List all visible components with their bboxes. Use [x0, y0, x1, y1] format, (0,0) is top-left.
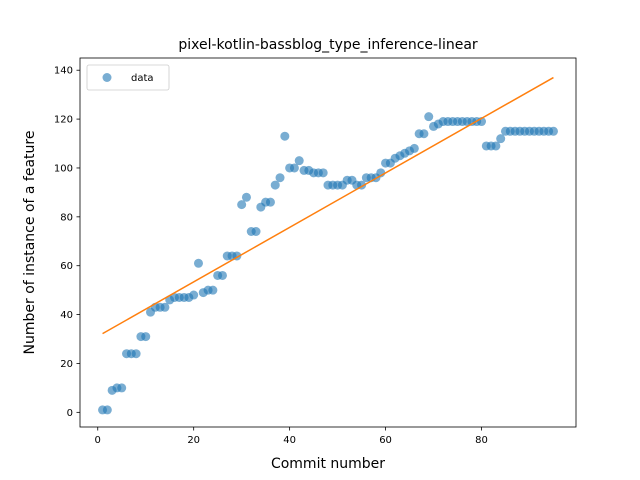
y-axis-label: Number of instance of a feature [22, 131, 38, 355]
data-point [419, 129, 429, 139]
data-point [241, 192, 251, 202]
trend-line [102, 76, 554, 335]
y-tick-label: 60 [60, 261, 73, 272]
plot-content [98, 76, 558, 415]
y-tick-label: 40 [60, 310, 73, 321]
axes-frame [79, 57, 577, 428]
x-ticks: 0 20 40 60 80 [95, 427, 488, 446]
data-point [548, 126, 558, 136]
data-point [131, 349, 141, 359]
data-point [318, 168, 328, 178]
legend: data [86, 64, 170, 91]
x-tick-label: 0 [95, 435, 101, 446]
data-point [193, 258, 203, 268]
axes [79, 57, 577, 428]
y-tick-label: 0 [67, 408, 73, 419]
y-tick-label: 100 [54, 163, 73, 174]
y-tick-label: 80 [60, 212, 73, 223]
x-axis-label: Commit number [271, 456, 385, 472]
legend-frame [86, 64, 170, 91]
data-point [289, 163, 299, 173]
data-point [208, 285, 218, 295]
data-point [265, 197, 275, 207]
legend-marker [102, 73, 112, 82]
data-point [160, 302, 170, 312]
x-tick-label: 20 [187, 435, 200, 446]
data-point [237, 200, 247, 210]
chart-title: pixel-kotlin-bassblog_type_inference-lin… [178, 37, 478, 53]
data-point [409, 143, 419, 153]
data-point [491, 141, 501, 151]
data-point [496, 134, 506, 144]
data-point [217, 270, 227, 280]
x-tick-label: 80 [475, 435, 488, 446]
x-tick-label: 40 [283, 435, 296, 446]
legend-label: data [131, 73, 154, 84]
y-tick-label: 120 [54, 115, 73, 126]
data-point [275, 173, 285, 183]
data-point [424, 112, 434, 122]
data-point [294, 156, 304, 166]
y-ticks: 0 20 40 60 80 100 120 140 [54, 66, 80, 419]
y-tick-label: 20 [60, 359, 73, 370]
x-tick-label: 60 [379, 435, 392, 446]
data-point [270, 180, 280, 190]
data-point [141, 332, 151, 342]
data-point [189, 290, 199, 300]
data-point [117, 383, 127, 393]
data-point [280, 131, 290, 141]
data-point [251, 227, 261, 236]
plot-area [80, 58, 576, 427]
data-point [102, 405, 112, 415]
y-tick-label: 140 [54, 66, 73, 77]
